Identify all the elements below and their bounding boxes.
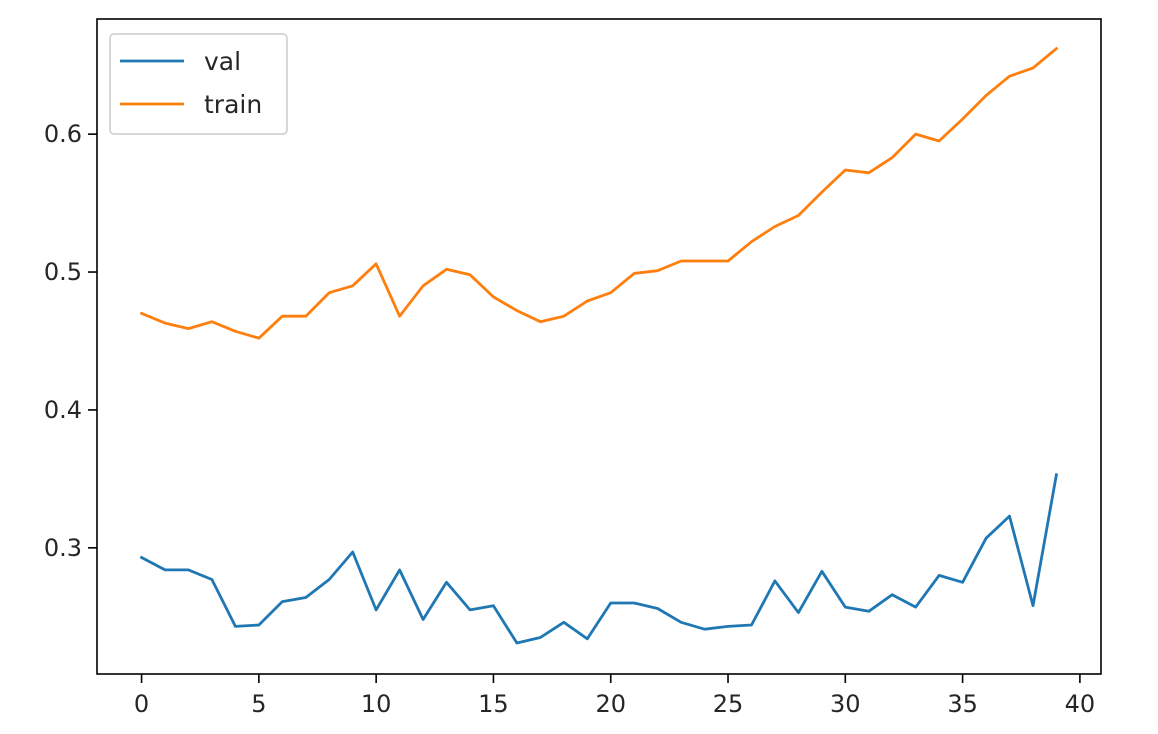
x-tick-label: 0 [134, 690, 149, 718]
x-tick-label: 40 [1065, 690, 1096, 718]
legend-box [109, 33, 288, 135]
x-tick-label: 10 [361, 690, 392, 718]
x-tick-label: 5 [251, 690, 266, 718]
x-tick-label: 15 [478, 690, 509, 718]
x-tick-label: 35 [947, 690, 978, 718]
y-axis: 0.3 0.4 0.5 0.6 [44, 120, 97, 562]
x-axis: 0 5 10 15 20 25 30 35 40 [134, 674, 1095, 718]
y-tick-label: 0.6 [44, 120, 82, 148]
x-tick-label: 20 [595, 690, 626, 718]
series-line-train [139, 46, 1059, 340]
y-tick-label: 0.4 [44, 396, 82, 424]
x-tick-label: 25 [713, 690, 744, 718]
legend: val train [109, 33, 288, 135]
series-line-val [139, 473, 1059, 645]
legend-label-train: train [204, 90, 262, 119]
y-tick-label: 0.5 [44, 258, 82, 286]
legend-label-val: val [204, 47, 241, 76]
y-tick-label: 0.3 [44, 534, 82, 562]
plot-frame [96, 18, 1102, 675]
x-tick-label: 30 [830, 690, 861, 718]
series-layer [139, 46, 1059, 645]
